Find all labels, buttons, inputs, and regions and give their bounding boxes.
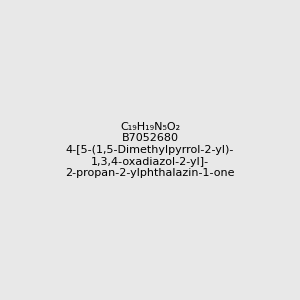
Text: C₁₉H₁₉N₅O₂
B7052680
4-[5-(1,5-Dimethylpyrrol-2-yl)-
1,3,4-oxadiazol-2-yl]-
2-pro: C₁₉H₁₉N₅O₂ B7052680 4-[5-(1,5-Dimethylpy…: [65, 122, 235, 178]
